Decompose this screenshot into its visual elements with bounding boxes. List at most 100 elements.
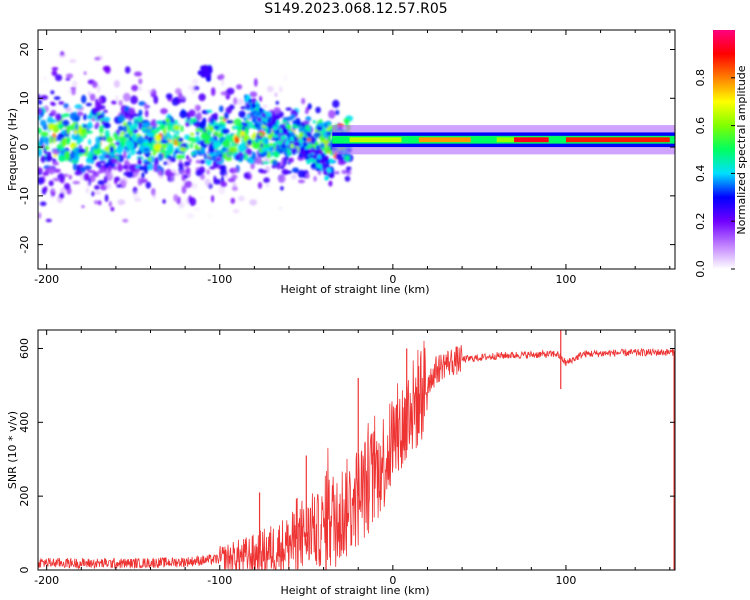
- snr-y-tick-label: 400: [18, 412, 31, 433]
- spectrogram-blob: [125, 138, 130, 148]
- spectrogram-blob: [286, 124, 292, 130]
- spectrogram-blob: [203, 73, 209, 78]
- spectrogram-blob: [263, 143, 271, 149]
- spectrogram-blob: [148, 136, 152, 144]
- carrier-line: [332, 125, 675, 155]
- snr-x-axis-label: Height of straight line (km): [280, 584, 429, 597]
- spectrogram-blob: [329, 158, 334, 164]
- spectrogram-blob: [173, 133, 177, 140]
- spectrogram-blob: [38, 93, 41, 101]
- spectrogram-blob: [93, 171, 97, 176]
- spectrogram-blob: [189, 197, 197, 207]
- spectrogram-blob: [118, 136, 126, 140]
- spectrogram-blob: [223, 112, 229, 120]
- spectrogram-blob: [94, 106, 101, 113]
- spectrogram-blob: [178, 137, 184, 142]
- spectrogram-y-tick-label: 0: [18, 144, 31, 151]
- spectrogram-blob: [124, 133, 131, 138]
- spectrogram-blob: [261, 112, 266, 118]
- spectrogram-blob: [76, 164, 81, 172]
- spectrogram-blob: [237, 143, 246, 153]
- spectrogram-blob: [181, 185, 187, 194]
- spectrogram-blob: [205, 179, 212, 188]
- spectrogram-blob: [65, 77, 71, 81]
- spectrogram-blob: [67, 124, 75, 131]
- carrier-band-core: [514, 137, 549, 143]
- spectrogram-blob: [69, 144, 75, 149]
- spectrogram-blob: [48, 180, 54, 187]
- spectrogram-blob: [144, 109, 149, 118]
- spectrogram-blob: [51, 187, 55, 192]
- spectrogram-blob: [207, 155, 211, 160]
- spectrogram-blob: [108, 171, 114, 180]
- spectrogram-blob: [322, 156, 327, 162]
- spectrogram-blob: [271, 165, 278, 169]
- spectrogram-blob: [127, 152, 132, 159]
- spectrogram-blob: [55, 74, 63, 82]
- spectrogram-blob: [110, 206, 115, 212]
- spectrogram-blob: [237, 98, 244, 106]
- spectrogram-blob: [152, 148, 156, 157]
- spectrogram-blob: [324, 170, 329, 176]
- spectrogram-blob: [206, 76, 211, 82]
- spectrogram-blob: [198, 121, 207, 130]
- spectrogram-blob: [177, 99, 182, 104]
- spectrogram-blob: [196, 112, 202, 121]
- spectrogram-x-tick-label: 100: [555, 273, 576, 286]
- spectrogram-blob: [313, 132, 322, 138]
- spectrogram-blob: [323, 122, 329, 129]
- spectrogram-blob: [74, 170, 83, 176]
- spectrogram-blob: [213, 112, 219, 122]
- spectrogram-blob: [118, 114, 125, 123]
- spectrogram-blob: [304, 109, 309, 114]
- spectrogram-blob: [305, 116, 312, 122]
- spectrogram-blob: [81, 94, 87, 104]
- spectrogram-blobs: [38, 51, 354, 223]
- spectrogram-blob: [291, 174, 297, 180]
- spectrogram-blob: [218, 154, 224, 158]
- spectrogram-blob: [332, 99, 340, 108]
- spectrogram-blob: [61, 119, 70, 127]
- spectrogram-blob: [233, 97, 238, 105]
- spectrogram-blob: [190, 118, 198, 123]
- spectrogram-blob: [225, 120, 234, 124]
- snr-x-tick-label: 100: [555, 574, 576, 587]
- spectrogram-blob: [96, 84, 101, 93]
- spectrogram-blob: [68, 174, 73, 180]
- spectrogram-blob: [48, 167, 55, 175]
- spectrogram-blob: [226, 87, 235, 95]
- spectrogram-blob: [71, 88, 76, 96]
- spectrogram-blob: [53, 96, 61, 100]
- spectrogram-blob: [75, 114, 81, 119]
- spectrogram-blob: [278, 206, 283, 210]
- spectrogram-blob: [194, 144, 199, 151]
- spectrogram-blob: [64, 150, 70, 158]
- spectrogram-blob: [137, 159, 142, 166]
- spectrogram-blob: [266, 118, 272, 124]
- spectrogram-blob: [72, 80, 78, 88]
- spectrogram-blob: [224, 172, 228, 179]
- spectrogram-blob: [206, 109, 213, 113]
- spectrogram-blob: [279, 165, 285, 170]
- spectrogram-blob: [252, 98, 257, 104]
- spectrogram-blob: [65, 73, 74, 79]
- spectrogram-blob: [160, 108, 168, 115]
- spectrogram-blob: [40, 155, 46, 163]
- spectrogram-blob: [278, 86, 283, 93]
- spectrogram-blob: [249, 91, 258, 98]
- spectrogram-blob: [259, 169, 268, 174]
- spectrogram-blob: [184, 180, 193, 188]
- spectrogram-blob: [230, 197, 236, 204]
- spectrogram-blob: [38, 107, 42, 113]
- spectrogram-blob: [69, 112, 77, 120]
- spectrogram-blob: [298, 138, 304, 144]
- spectrogram-blob: [99, 124, 104, 134]
- spectrogram-blob: [238, 110, 246, 119]
- spectrogram-y-tick-label: 20: [18, 43, 31, 57]
- spectrogram-blob: [89, 93, 96, 102]
- spectrogram-blob: [315, 145, 321, 150]
- spectrogram-blob: [233, 118, 242, 126]
- spectrogram-blob: [192, 136, 196, 144]
- spectrogram-blob: [306, 127, 312, 133]
- spectrogram-blob: [83, 113, 87, 121]
